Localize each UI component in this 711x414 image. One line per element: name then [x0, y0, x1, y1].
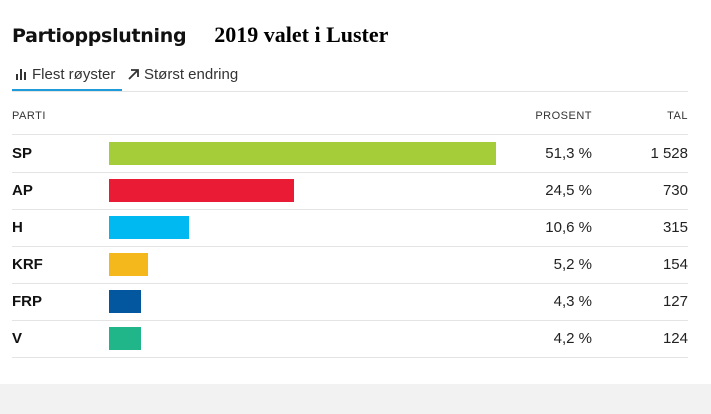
vote-count: 1 528	[650, 145, 688, 162]
party-label: KRF	[12, 256, 43, 273]
tab-bar: Flest røyster Størst endring	[12, 62, 688, 92]
party-label: SP	[12, 145, 33, 162]
percent-value: 5,2 %	[553, 256, 592, 273]
column-header-party: PARTI	[12, 110, 46, 122]
percent-value: 24,5 %	[545, 182, 592, 199]
tab-most-votes-label: Flest røyster	[32, 66, 116, 83]
table-row: H 10,6 % 315	[12, 209, 688, 247]
percent-value: 51,3 %	[545, 145, 592, 162]
party-label: H	[12, 219, 23, 236]
bar-frp	[109, 290, 142, 313]
table-row: FRP 4,3 % 127	[12, 283, 688, 321]
footer-band	[0, 384, 711, 414]
table-header: PARTI PROSENT TAL	[12, 108, 688, 134]
tabs-divider	[12, 91, 688, 92]
header: Partioppslutning 2019 valet i Luster	[12, 22, 388, 52]
active-tab-indicator	[12, 89, 122, 92]
percent-value: 4,2 %	[553, 330, 592, 347]
party-label: AP	[12, 182, 33, 199]
bar-sp	[109, 142, 496, 165]
percent-value: 10,6 %	[545, 219, 592, 236]
column-header-percent: PROSENT	[535, 110, 592, 122]
page-subtitle: 2019 valet i Luster	[214, 22, 389, 47]
bar-v	[109, 327, 141, 350]
column-header-count: TAL	[667, 110, 688, 122]
vote-count: 124	[662, 330, 688, 347]
vote-count: 154	[662, 256, 688, 273]
table-row: AP 24,5 % 730	[12, 172, 688, 210]
percent-value: 4,3 %	[553, 293, 592, 310]
party-label: FRP	[12, 293, 42, 310]
bar-h	[109, 216, 189, 239]
vote-count: 127	[662, 293, 688, 310]
tab-most-votes[interactable]: Flest røyster	[16, 66, 115, 83]
page-title: Partioppslutning	[12, 25, 187, 47]
tab-biggest-change-label: Størst endring	[144, 66, 239, 83]
table-row: V 4,2 % 124	[12, 320, 688, 358]
table-row: SP 51,3 % 1 528	[12, 135, 688, 173]
vote-count: 315	[662, 219, 688, 236]
arrow-up-right-icon	[128, 69, 139, 80]
vote-count: 730	[662, 182, 688, 199]
bar-krf	[109, 253, 149, 276]
bar-ap	[109, 179, 294, 202]
party-label: V	[12, 330, 23, 347]
table-row: KRF 5,2 % 154	[12, 246, 688, 284]
bar-chart-icon	[16, 69, 28, 80]
tab-biggest-change[interactable]: Størst endring	[127, 66, 238, 83]
table-header-divider	[12, 134, 688, 135]
